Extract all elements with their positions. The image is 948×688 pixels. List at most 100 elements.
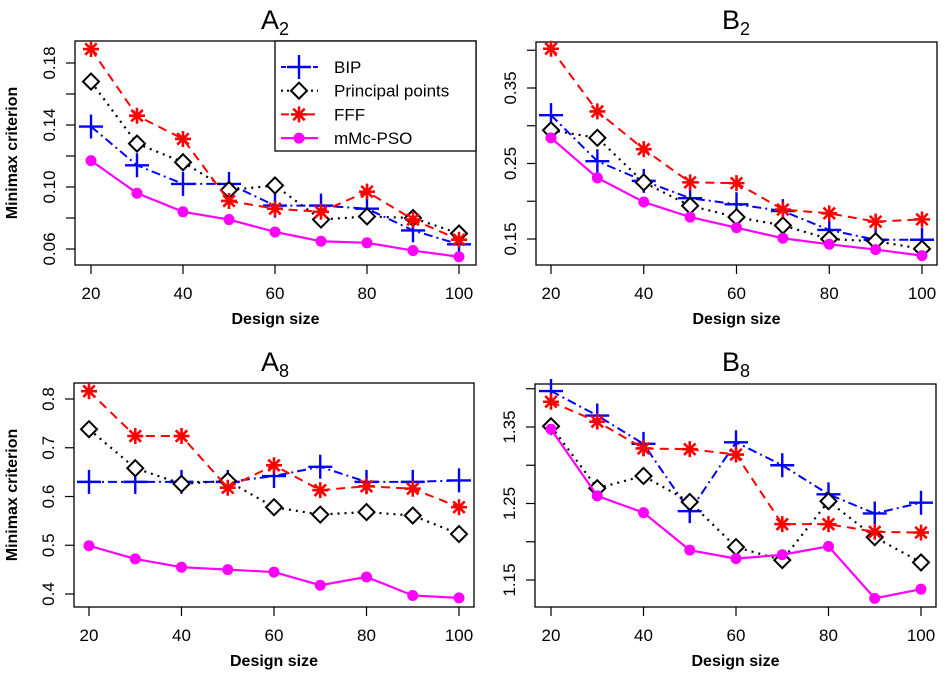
panel-title-main: A xyxy=(261,347,279,377)
x-tick-label: 40 xyxy=(172,626,191,645)
y-tick-label: 0.5 xyxy=(39,533,58,557)
data-point-dot xyxy=(591,172,603,184)
series-mmc-pso xyxy=(545,423,927,604)
legend-label: BIP xyxy=(334,58,361,77)
data-point-asterisk xyxy=(129,107,145,124)
data-point-asterisk xyxy=(728,446,744,463)
data-point-dot xyxy=(131,187,143,199)
y-tick-label: 1.25 xyxy=(500,487,519,520)
data-point-dot xyxy=(83,540,95,552)
data-point-diamond xyxy=(819,491,838,511)
data-point-diamond xyxy=(680,492,700,512)
panel-title: B8 xyxy=(722,347,750,381)
panel-title-subscript: 8 xyxy=(740,361,750,381)
data-point-asterisk xyxy=(451,231,467,248)
data-point-dot xyxy=(268,566,280,578)
panel-title-main: A xyxy=(261,5,279,35)
legend-item: FFF xyxy=(281,105,365,124)
legend-item: Principal points xyxy=(281,81,449,101)
data-point-asterisk xyxy=(359,183,375,200)
panel-title-main: B xyxy=(722,347,740,377)
series-principal-points xyxy=(79,419,469,544)
y-tick-label: 0.18 xyxy=(40,46,59,79)
y-tick-label: 0.10 xyxy=(40,170,59,203)
data-point-plus xyxy=(77,469,101,494)
data-point-asterisk xyxy=(635,440,652,457)
data-point-dot xyxy=(315,235,327,247)
data-point-asterisk xyxy=(682,174,699,191)
legend-label: FFF xyxy=(334,105,365,124)
series-mmc-pso xyxy=(545,132,928,262)
data-point-dot xyxy=(314,579,326,591)
y-tick-label: 0.4 xyxy=(39,582,58,606)
data-point-diamond xyxy=(357,207,377,226)
data-point-dot xyxy=(870,244,882,256)
data-point-asterisk xyxy=(267,200,283,217)
chart-panel-b2: B2 20 40 60 80 100 Design size 0.15 0.25 0.35 xyxy=(501,5,938,328)
data-point-plus xyxy=(308,454,333,479)
x-tick-label: 60 xyxy=(727,284,746,303)
data-point-dot xyxy=(545,132,557,144)
x-axis-label: Design size xyxy=(692,311,780,328)
y-tick-label: 0.35 xyxy=(501,71,520,104)
x-tick-label: 60 xyxy=(265,626,284,645)
series-line xyxy=(88,390,460,509)
data-point-asterisk xyxy=(266,457,282,474)
data-point-diamond xyxy=(403,506,423,525)
legend-item: mMc-PSO xyxy=(281,129,412,148)
y-tick-label: 1.35 xyxy=(500,410,519,443)
data-point-asterisk xyxy=(405,211,421,228)
y-tick-label: 0.6 xyxy=(39,485,58,509)
x-axis-label: Design size xyxy=(691,653,779,670)
data-point-diamond xyxy=(911,552,931,572)
data-point-asterisk xyxy=(219,479,236,496)
data-point-asterisk xyxy=(175,130,191,147)
y-tick-label: 0.06 xyxy=(40,232,59,265)
data-point-dot xyxy=(731,222,742,234)
data-point-asterisk xyxy=(728,175,745,192)
data-point-diamond xyxy=(310,505,330,524)
data-point-asterisk xyxy=(543,40,559,57)
data-point-diamond xyxy=(265,176,285,195)
data-point-diamond xyxy=(726,537,746,557)
series-fff xyxy=(83,41,467,248)
x-tick-label: 80 xyxy=(357,626,376,645)
data-point-diamond xyxy=(357,502,376,522)
x-tick-label: 100 xyxy=(907,626,935,645)
x-tick-label: 40 xyxy=(634,284,653,303)
data-point-plus xyxy=(79,114,103,139)
x-tick-label: 40 xyxy=(174,284,193,303)
data-point-asterisk xyxy=(358,478,375,495)
data-point-asterisk xyxy=(81,383,97,400)
data-point-dot xyxy=(222,564,234,576)
legend-marker-dot xyxy=(293,132,305,144)
data-point-dot xyxy=(223,214,235,226)
data-point-asterisk xyxy=(635,141,652,158)
data-point-asterisk xyxy=(821,205,838,222)
chart-panel-a8: A8 20 40 60 80 100 Design size 0.4 0.5 0.6 0.7 0.8 M… xyxy=(4,347,475,670)
data-point-diamond xyxy=(125,458,145,478)
x-tick-label: 20 xyxy=(82,284,101,303)
y-tick-label: 0.14 xyxy=(40,108,59,141)
data-point-diamond xyxy=(680,196,700,216)
series-bip xyxy=(539,379,933,526)
data-point-dot xyxy=(730,553,742,565)
data-point-asterisk xyxy=(221,192,237,209)
data-point-asterisk xyxy=(404,480,421,497)
chart-panel-a2: A2 20 40 60 80 100 Design size 0.06 0.10 0.14 0.18… xyxy=(4,5,477,328)
data-point-dot xyxy=(591,490,603,502)
data-point-plus xyxy=(585,149,610,174)
panel-title: A8 xyxy=(261,347,289,381)
data-point-plus xyxy=(862,501,887,526)
panel-title-main: B xyxy=(722,5,740,35)
x-tick-label: 80 xyxy=(358,284,377,303)
data-point-asterisk xyxy=(914,211,930,228)
data-point-dot xyxy=(85,155,97,167)
x-tick-label: 40 xyxy=(634,626,653,645)
data-point-asterisk xyxy=(83,41,99,58)
panel-title: A2 xyxy=(261,5,289,39)
panel-title-subscript: 2 xyxy=(279,19,289,39)
series-mmc-pso xyxy=(85,155,465,263)
legend-label: mMc-PSO xyxy=(334,129,412,148)
data-point-diamond xyxy=(79,419,99,439)
